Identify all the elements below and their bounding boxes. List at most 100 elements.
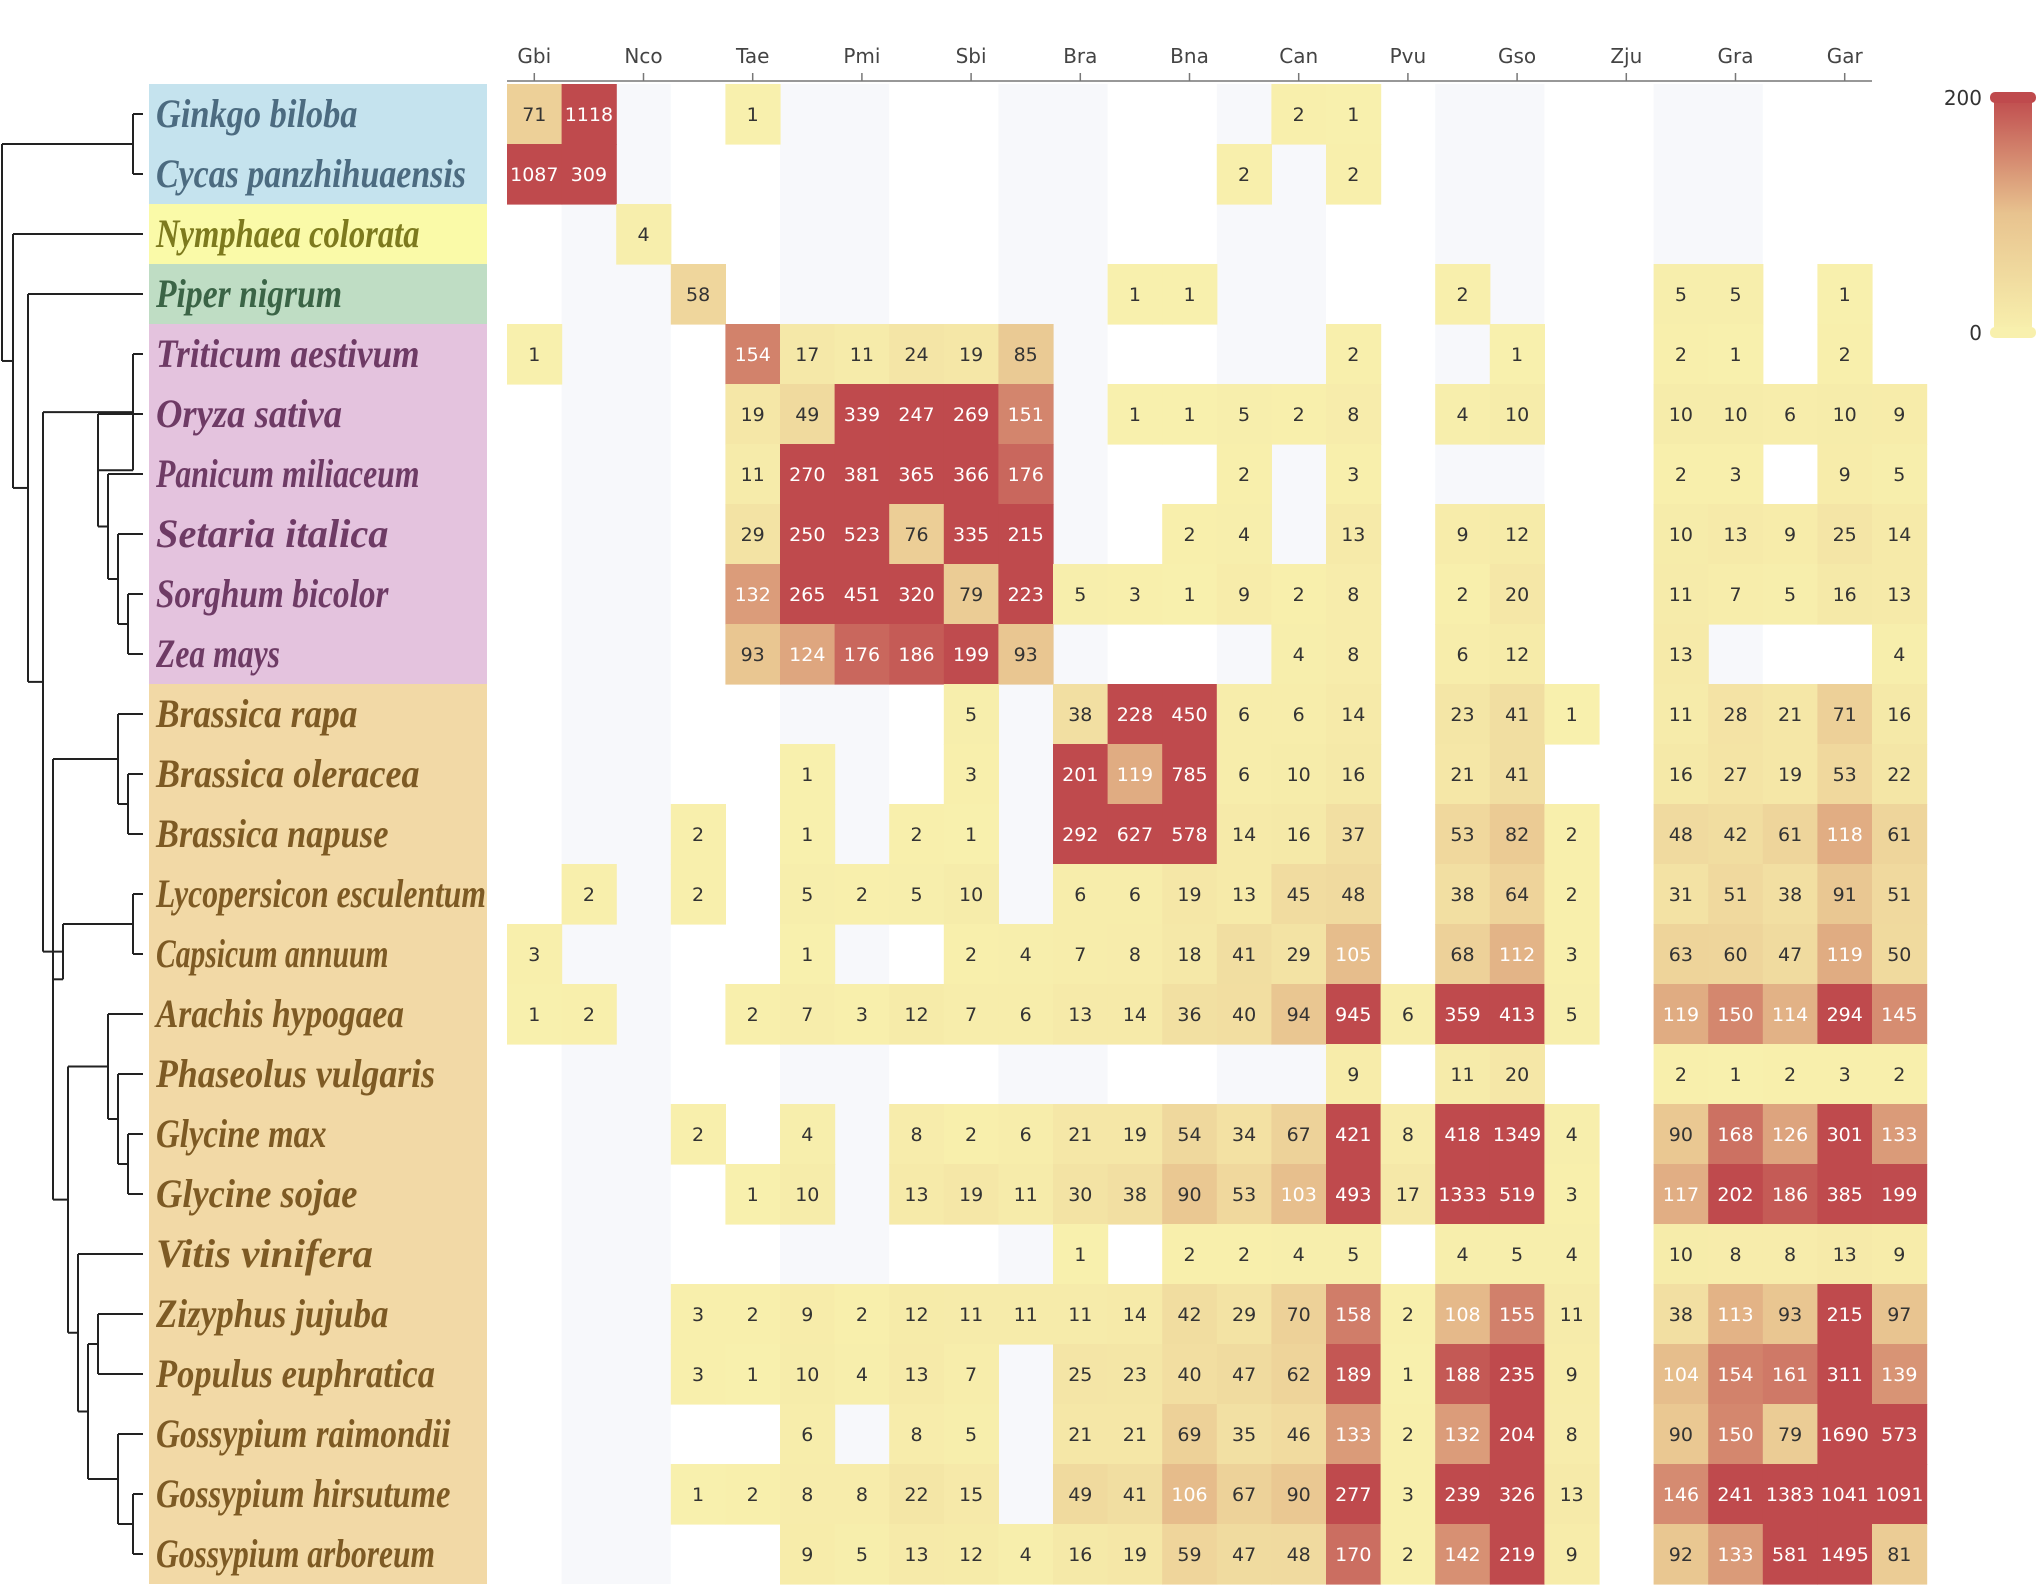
cell-value: 11 (1068, 1304, 1092, 1326)
heatmap-cell (1107, 804, 1163, 865)
cell-value: 2 (1566, 824, 1578, 846)
heatmap-cell (1872, 1404, 1928, 1465)
heatmap-cell (1489, 1464, 1545, 1525)
column-label: Gar (1827, 44, 1864, 68)
heatmap-cell (1817, 684, 1873, 745)
legend-min-handle[interactable] (1990, 327, 2036, 338)
cell-value: 320 (898, 584, 934, 606)
cell-value: 1 (747, 104, 759, 126)
heatmap-cell (1380, 1464, 1436, 1525)
cell-value: 2 (1183, 524, 1195, 546)
heatmap-cell (889, 324, 945, 385)
cell-value: 2 (1784, 1064, 1796, 1086)
cell-value: 2 (1566, 884, 1578, 906)
heatmap-cell (1380, 1404, 1436, 1465)
heatmap-cell (1107, 1524, 1163, 1585)
cell-value: 79 (959, 584, 983, 606)
heatmap-cell (1162, 984, 1218, 1045)
cell-value: 117 (1663, 1184, 1699, 1206)
cell-value: 3 (692, 1364, 704, 1386)
cell-value: 8 (1347, 584, 1359, 606)
heatmap-cell (1107, 924, 1163, 985)
cell-value: 2 (1347, 164, 1359, 186)
heatmap-cell (1216, 1224, 1272, 1285)
row-label: Zea mays (155, 631, 280, 676)
heatmap-cell (1489, 1524, 1545, 1585)
heatmap-cell (943, 804, 999, 865)
cell-value: 30 (1068, 1184, 1092, 1206)
heatmap-cell (1107, 984, 1163, 1045)
cell-value: 145 (1881, 1004, 1917, 1026)
cell-value: 2 (1675, 1064, 1687, 1086)
heatmap-cell (1817, 264, 1873, 325)
row-label: Sorghum bicolor (156, 571, 389, 616)
cell-value: 29 (741, 524, 765, 546)
row-label: Cycas panzhihuaensis (156, 151, 466, 196)
heatmap-cell (780, 924, 836, 985)
cell-value: 20 (1505, 584, 1529, 606)
cell-value: 124 (789, 644, 825, 666)
cell-value: 6 (1456, 644, 1468, 666)
cell-value: 3 (1566, 1184, 1578, 1206)
heatmap-cell (1708, 384, 1764, 445)
heatmap-cell (1653, 984, 1709, 1045)
heatmap-cell (670, 1464, 726, 1525)
cell-value: 3 (1729, 464, 1741, 486)
heatmap-cell (943, 564, 999, 625)
heatmap-cell (1053, 1524, 1109, 1585)
cell-value: 1 (1129, 404, 1141, 426)
cell-value: 1087 (510, 164, 558, 186)
cell-value: 41 (1123, 1484, 1147, 1506)
cell-value: 11 (1450, 1064, 1474, 1086)
cell-value: 91 (1833, 884, 1857, 906)
cell-value: 14 (1123, 1004, 1147, 1026)
cell-value: 176 (844, 644, 880, 666)
cell-value: 5 (856, 1544, 868, 1566)
heatmap-cell (1326, 1044, 1382, 1105)
heatmap-cell (725, 84, 781, 145)
heatmap-cell (1762, 684, 1818, 745)
heatmap-cell (1216, 444, 1272, 505)
heatmap-cell (1872, 804, 1928, 865)
heatmap-cell (1435, 1464, 1491, 1525)
row-label: Brassica oleracea (155, 751, 419, 796)
heatmap-cell (1817, 1224, 1873, 1285)
heatmap-cell (1708, 1044, 1764, 1105)
cell-value: 228 (1117, 704, 1153, 726)
cell-value: 19 (741, 404, 765, 426)
heatmap-cell (889, 444, 945, 505)
cell-value: 62 (1287, 1364, 1311, 1386)
legend-max-handle[interactable] (1990, 92, 2036, 103)
heatmap-cell (1326, 624, 1382, 685)
cell-value: 10 (1505, 404, 1529, 426)
heatmap-cell (1271, 384, 1327, 445)
heatmap-cell (1653, 864, 1709, 925)
cell-value: 10 (795, 1184, 819, 1206)
heatmap-cell (670, 864, 726, 925)
heatmap-cell (1162, 1104, 1218, 1165)
heatmap-cell (834, 1284, 890, 1345)
heatmap-cell (1872, 384, 1928, 445)
heatmap-cell (1544, 1224, 1600, 1285)
heatmap-cell (780, 564, 836, 625)
cell-value: 14 (1341, 704, 1365, 726)
heatmap-cell (889, 864, 945, 925)
heatmap-cell (780, 804, 836, 865)
cell-value: 139 (1881, 1364, 1917, 1386)
cell-value: 2 (965, 1124, 977, 1146)
heatmap-cell (1053, 804, 1109, 865)
heatmap-cell (834, 384, 890, 445)
cell-value: 5 (1729, 284, 1741, 306)
row-label: Gossypium raimondii (156, 1411, 451, 1456)
heatmap-cell (1435, 684, 1491, 745)
cell-value: 239 (1444, 1484, 1480, 1506)
heatmap-cell (1872, 984, 1928, 1045)
heatmap-cell (1162, 744, 1218, 805)
heatmap-cell (1435, 384, 1491, 445)
heatmap-cell (1872, 1104, 1928, 1165)
heatmap-cell (1872, 1044, 1928, 1105)
heatmap-cell (1216, 864, 1272, 925)
cell-value: 1091 (1875, 1484, 1923, 1506)
cell-value: 2 (1456, 284, 1468, 306)
heatmap-cell (1708, 1344, 1764, 1405)
